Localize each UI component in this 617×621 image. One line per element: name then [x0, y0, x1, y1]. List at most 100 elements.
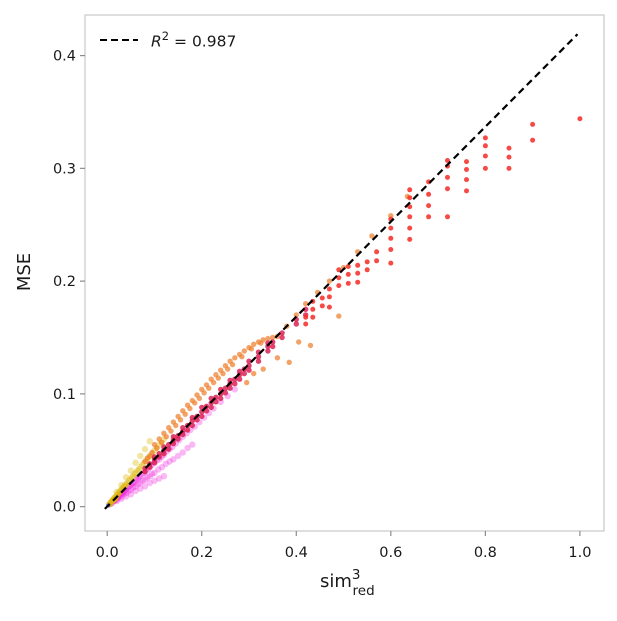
scatter-point-crimson	[246, 367, 252, 373]
scatter-point-red	[388, 247, 394, 252]
scatter-point-magenta	[111, 497, 118, 505]
x-axis-label: sim3 red	[320, 567, 375, 599]
scatter-point-magenta	[174, 452, 182, 460]
scatter-point-red	[407, 236, 413, 242]
scatter-point-orange	[260, 366, 266, 372]
scatter-point-red	[345, 264, 351, 269]
scatter-point-crimson	[213, 399, 219, 405]
scatter-point-red	[326, 286, 332, 292]
scatter-point-red	[482, 143, 488, 149]
y-tick-label: 0.3	[53, 161, 76, 177]
scatter-point-red	[530, 121, 536, 127]
y-tick-label: 0.0	[53, 500, 76, 516]
scatter-point-crimson	[189, 422, 195, 429]
scatter-point-yellow	[132, 469, 140, 476]
scatter-point-magenta	[184, 444, 191, 452]
scatter-point-red	[374, 249, 380, 255]
x-axis-label-sup: 3	[352, 567, 361, 583]
x-tick-label: 0.6	[379, 545, 402, 561]
scatter-point-magenta	[151, 469, 158, 476]
scatter-point-red	[374, 258, 380, 264]
scatter-point-yellow	[118, 482, 125, 489]
scatter-point-magenta	[127, 486, 134, 493]
scatter-point-red	[355, 262, 361, 268]
scatter-point-yellow	[122, 480, 130, 488]
scatter-point-orange	[177, 417, 184, 423]
scatter-point-orange	[336, 313, 342, 319]
scatter-point-magenta	[120, 488, 127, 496]
y-tick-label: 0.1	[53, 387, 76, 403]
scatter-point-yellow	[134, 467, 141, 474]
scatter-point-magenta	[231, 386, 238, 393]
scatter-point-orange	[258, 340, 264, 346]
scatter-point-magenta	[118, 495, 125, 502]
scatter-point-crimson	[255, 354, 262, 360]
scatter-point-orange	[163, 434, 169, 440]
legend-label: R2 = 0.987	[151, 29, 236, 51]
scatter-point-crimson	[236, 368, 243, 374]
scatter-point-orange	[265, 335, 271, 342]
legend-label-r: R	[151, 33, 162, 51]
scatter-point-orange	[225, 366, 231, 372]
scatter-point-yellow	[135, 466, 143, 473]
scatter-point-magenta	[122, 489, 130, 497]
x-tick-label: 0.0	[96, 545, 119, 561]
scatter-point-magenta	[166, 458, 173, 465]
scatter-point-orange	[303, 301, 309, 307]
scatter-point-red	[482, 135, 488, 141]
scatter-point-orange	[251, 341, 257, 347]
x-axis-label-base: sim	[320, 571, 352, 592]
scatter-point-red	[310, 314, 316, 320]
scatter-point-crimson	[279, 334, 285, 341]
scatter-point-red	[464, 188, 469, 194]
scatter-point-magenta	[125, 483, 133, 490]
scatter-point-red	[388, 225, 394, 231]
scatter-point-red	[506, 165, 512, 171]
scatter-point-orange	[229, 361, 236, 368]
scatter-point-crimson	[236, 376, 243, 382]
scatter-point-orange	[168, 428, 174, 434]
x-tick-label: 1.0	[568, 545, 591, 561]
scatter-point-magenta	[134, 480, 142, 488]
scatter-point-magenta	[146, 473, 153, 480]
scatter-point-orange	[192, 400, 198, 406]
scatter-point-red	[303, 314, 309, 320]
scatter-point-crimson	[166, 446, 172, 452]
scatter-point-orange	[251, 370, 257, 377]
scatter-point-magenta	[141, 483, 149, 490]
scatter-point-red	[355, 279, 361, 285]
scatter-point-orange	[158, 439, 165, 446]
scatter-point-red	[445, 186, 450, 192]
scatter-point-red	[336, 283, 342, 289]
scatter-point-magenta	[146, 479, 153, 487]
x-axis-ticks: 0.0 0.2 0.4 0.6 0.8 1.0	[96, 531, 591, 561]
scatter-point-red	[355, 270, 361, 276]
scatter-point-crimson	[218, 395, 224, 402]
scatter-point-orange	[149, 449, 155, 456]
scatter-point-orange	[182, 411, 188, 417]
scatter-point-red	[426, 214, 432, 220]
scatter-point-orange	[239, 354, 245, 360]
scatter-point-red	[464, 177, 469, 183]
legend-label-rest: = 0.987	[169, 33, 236, 51]
scatter-point-red	[326, 304, 332, 310]
scatter-point-magenta	[132, 483, 139, 490]
scatter-point-orange	[244, 379, 250, 386]
scatter-point-yellow	[130, 473, 137, 480]
scatter-point-red	[319, 303, 325, 309]
scatter-point-crimson	[270, 343, 276, 350]
scatter-point-yellow	[116, 488, 123, 496]
scatter-point-orange	[248, 346, 255, 352]
y-axis-label: MSE	[14, 253, 35, 291]
scatter-point-magenta	[155, 466, 162, 473]
scatter-point-crimson	[208, 404, 214, 411]
scatter-point-orange	[196, 395, 203, 402]
fit-line	[104, 33, 579, 510]
scatter-point-orange	[293, 312, 299, 318]
scatter-point-red	[445, 174, 450, 180]
scatter-point-orange	[210, 379, 217, 386]
scatter-point-crimson	[170, 434, 177, 440]
scatter-point-crimson	[189, 414, 195, 421]
x-tick-label: 0.8	[474, 545, 497, 561]
